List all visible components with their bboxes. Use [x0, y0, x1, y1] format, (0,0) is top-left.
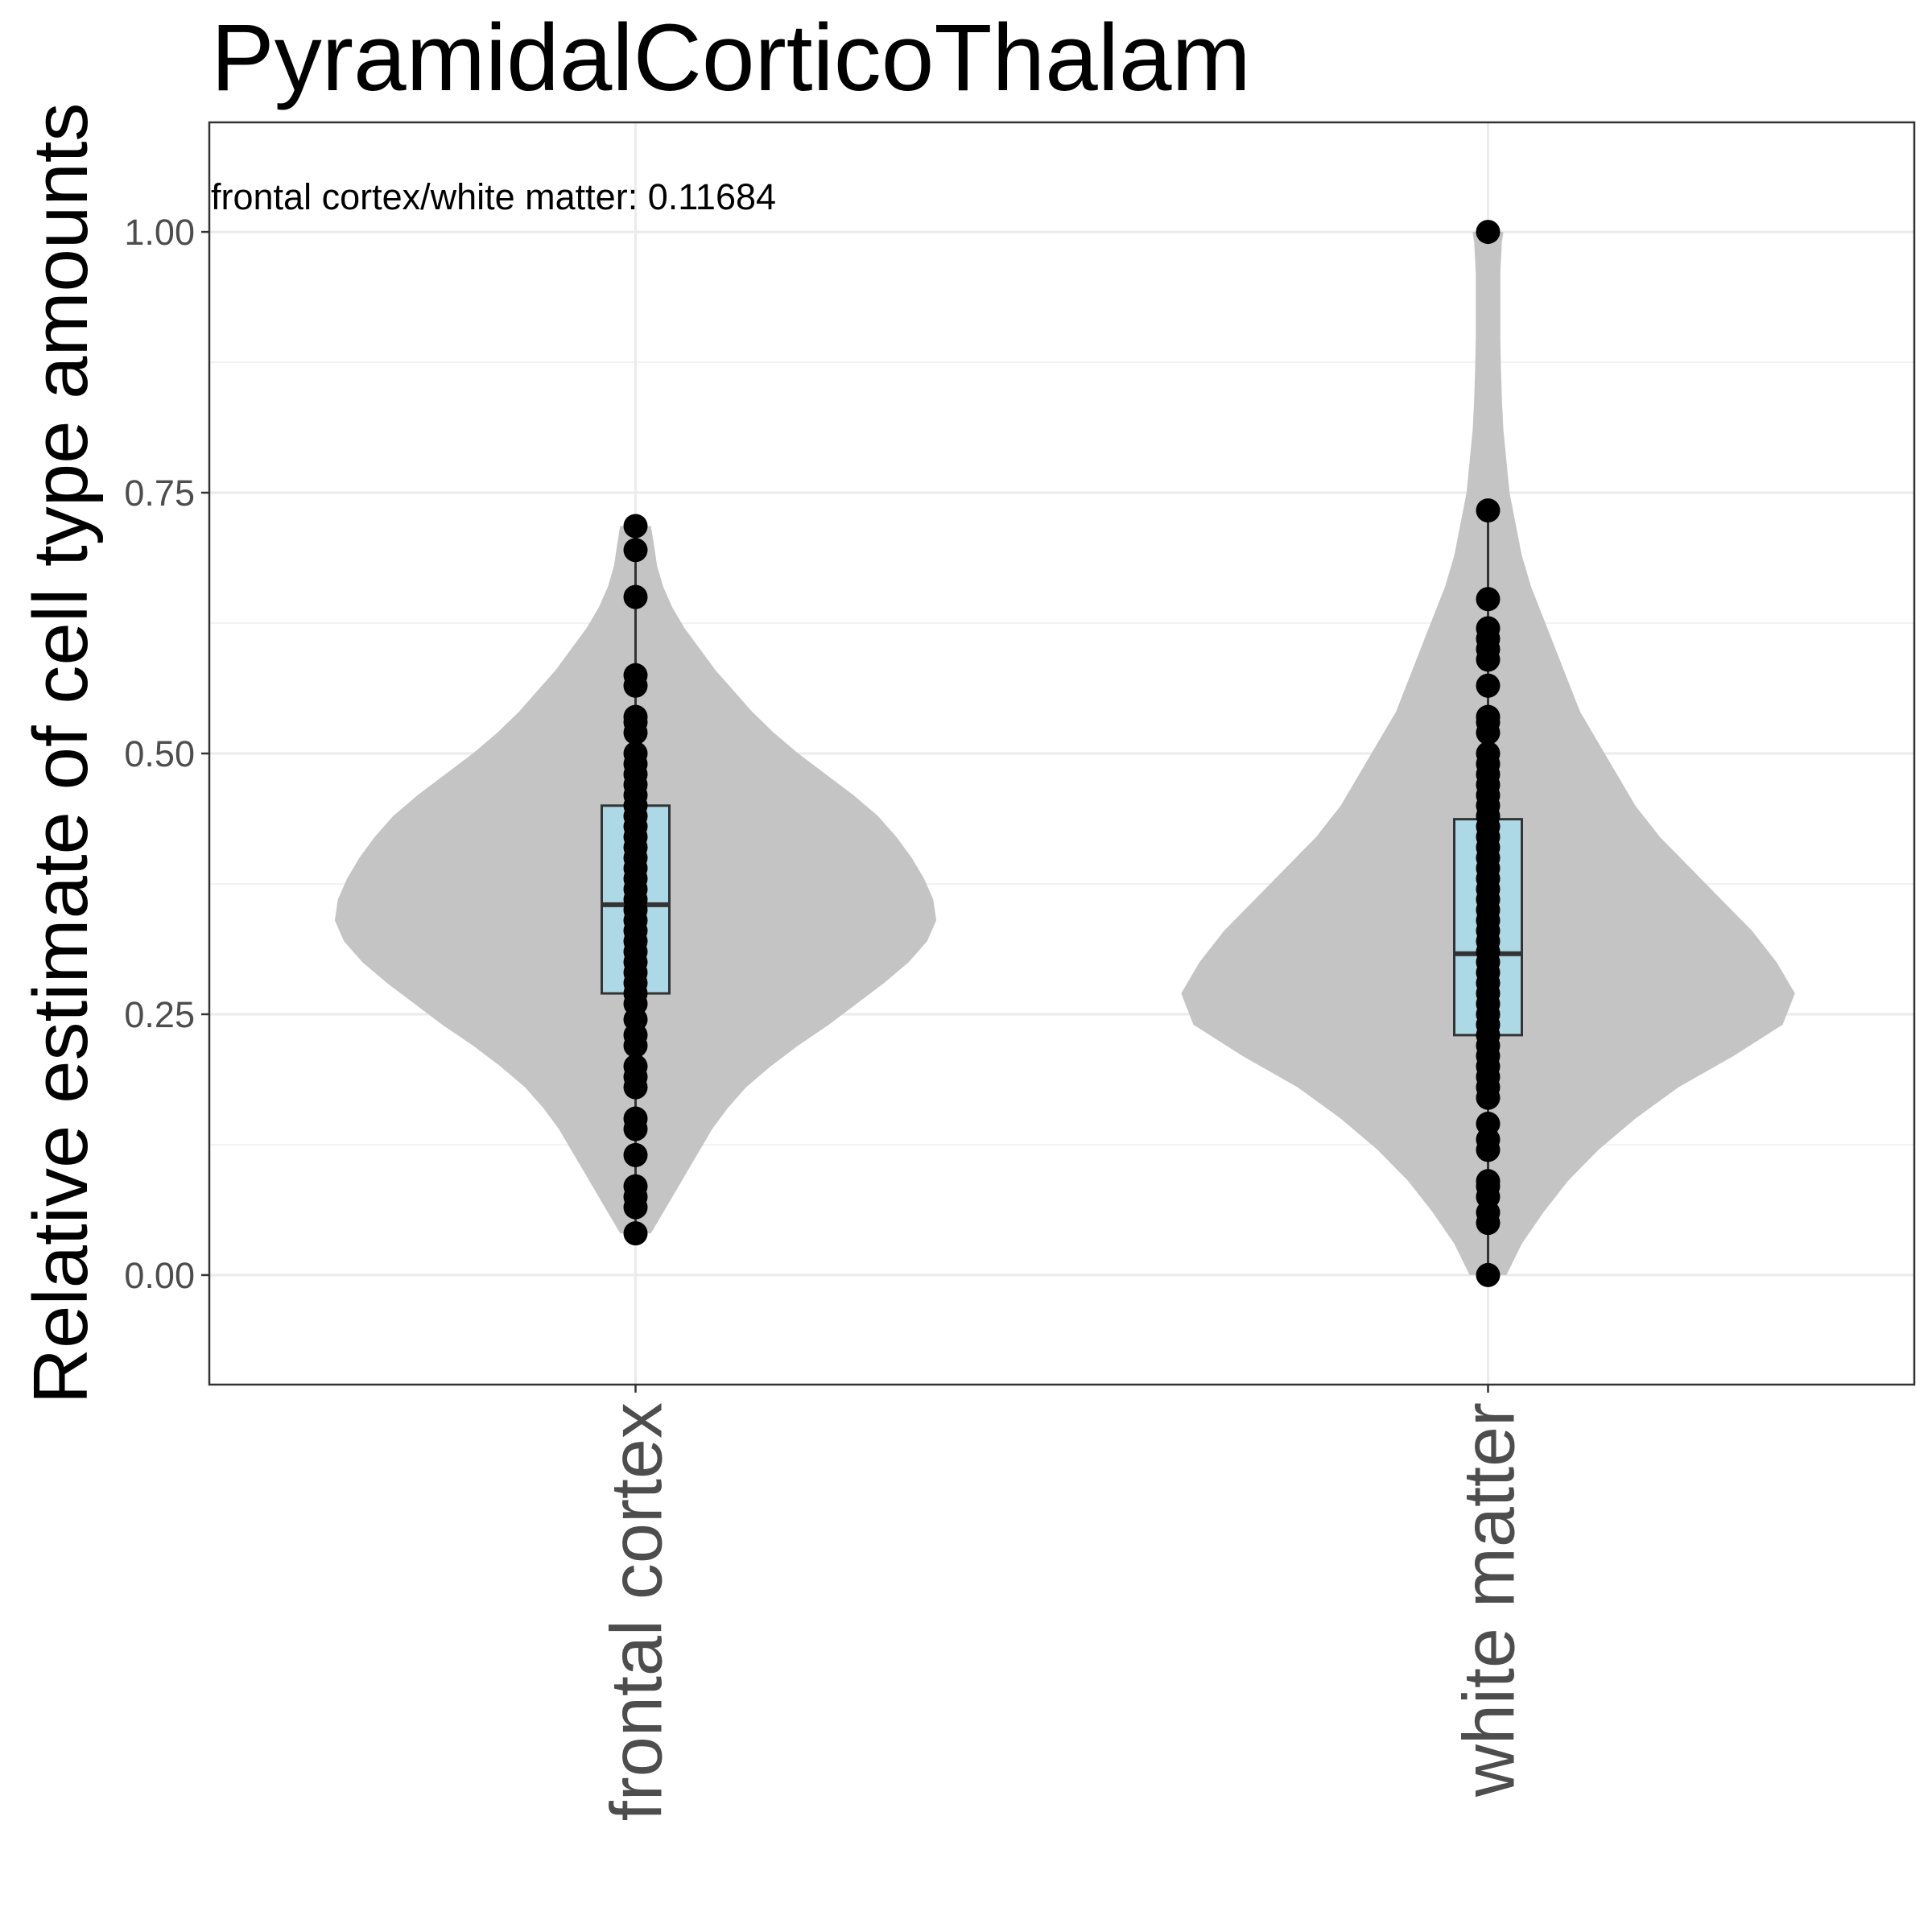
data-point: [623, 1106, 648, 1131]
data-point: [623, 514, 648, 539]
y-tick-label: 0.50: [124, 733, 195, 774]
data-point: [623, 584, 648, 609]
data-point: [1476, 704, 1501, 729]
data-point: [623, 663, 648, 687]
data-point: [623, 741, 648, 766]
x-tick-label: frontal cortex: [597, 1402, 678, 1821]
data-point: [1476, 587, 1501, 612]
y-tick-label: 1.00: [124, 212, 195, 253]
data-point: [1476, 741, 1501, 766]
data-point: [1476, 220, 1501, 245]
y-axis-label: Relative estimate of cell type amounts: [18, 103, 104, 1405]
data-point: [623, 538, 648, 563]
ratio-annotation: frontal cortex/white matter: 0.11684: [211, 176, 776, 217]
data-point: [1476, 1169, 1501, 1194]
chart-title: PyramidalCorticoThalam: [211, 5, 1251, 111]
y-tick-label: 0.25: [124, 994, 195, 1035]
data-point: [623, 1142, 648, 1167]
data-point: [623, 1221, 648, 1246]
data-point: [1476, 1262, 1501, 1287]
data-point: [623, 1054, 648, 1079]
axes: 0.00 0.25 0.50 0.75 1.00 frontal cortex white …: [124, 212, 1530, 1821]
data-point: [1476, 498, 1501, 523]
x-tick-label: white matter: [1450, 1402, 1530, 1798]
data-point: [1476, 1112, 1501, 1137]
data-points: [623, 220, 1501, 1287]
y-tick-label: 0.00: [124, 1255, 195, 1296]
y-tick-label: 0.75: [124, 473, 195, 514]
data-point: [1476, 616, 1501, 641]
data-point: [1476, 673, 1501, 698]
data-point: [623, 704, 648, 729]
data-point: [623, 1174, 648, 1199]
grid-lines: [209, 122, 1914, 1385]
